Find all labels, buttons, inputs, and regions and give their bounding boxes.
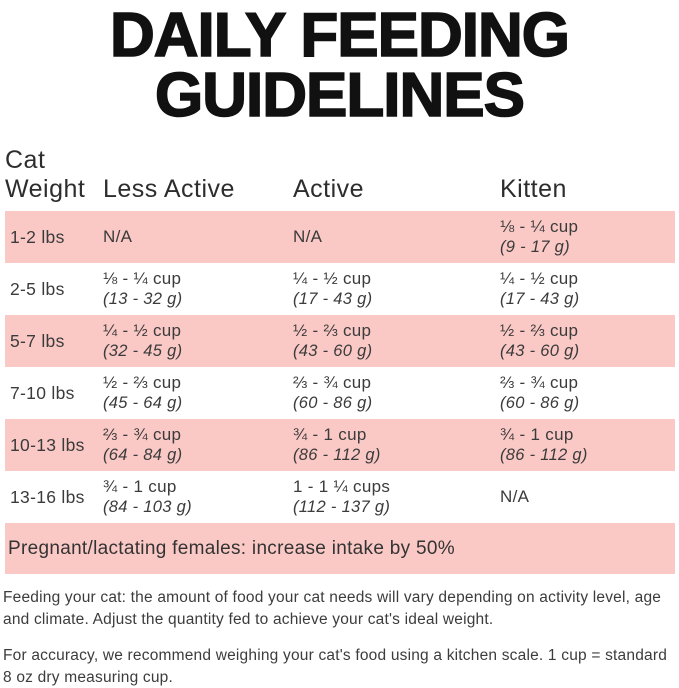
- less-active-cell: ⅔ - ¾ cup (64 - 84 g): [103, 424, 293, 467]
- grams-value: (112 - 137 g): [293, 498, 391, 516]
- grams-value: (32 - 45 g): [103, 342, 183, 360]
- less-active-cell: ¼ - ½ cup (32 - 45 g): [103, 320, 293, 363]
- table-row: 2-5 lbs ⅛ - ¼ cup (13 - 32 g) ¼ - ½ cup …: [5, 263, 675, 315]
- grams-value: (60 - 86 g): [500, 394, 580, 412]
- cup-value: ⅛ - ¼ cup: [500, 216, 579, 236]
- kitten-cell: ½ - ⅔ cup (43 - 60 g): [500, 320, 675, 363]
- page-title-line2: GUIDELINES: [154, 61, 526, 130]
- table-header-row: Cat Weight Less Active Active Kitten: [5, 146, 675, 211]
- table-row: 7-10 lbs ½ - ⅔ cup (45 - 64 g) ⅔ - ¾ cup…: [5, 367, 675, 419]
- cup-value: N/A: [103, 227, 133, 247]
- grams-value: (86 - 112 g): [500, 446, 588, 464]
- active-cell: ½ - ⅔ cup (43 - 60 g): [293, 320, 500, 363]
- table-row: 13-16 lbs ¾ - 1 cup (84 - 103 g) 1 - 1 ¼…: [5, 471, 675, 523]
- page-title-line1: DAILY FEEDING: [109, 1, 571, 70]
- active-cell: N/A: [293, 226, 500, 248]
- cup-value: ¾ - 1 cup: [103, 476, 177, 496]
- grams-value: (84 - 103 g): [103, 498, 192, 516]
- cup-value: ⅔ - ¾ cup: [103, 424, 182, 444]
- cup-value: 1 - 1 ¼ cups: [293, 476, 391, 496]
- grams-value: (13 - 32 g): [103, 290, 183, 308]
- cup-value: ⅔ - ¾ cup: [500, 372, 579, 392]
- feeding-guidelines-table: Cat Weight Less Active Active Kitten 1-2…: [5, 146, 675, 574]
- cup-value: ½ - ⅔ cup: [293, 320, 372, 340]
- table-row: 1-2 lbs N/A N/A ⅛ - ¼ cup (9 - 17 g): [5, 211, 675, 263]
- cup-value: ⅛ - ¼ cup: [103, 268, 182, 288]
- less-active-cell: ¾ - 1 cup (84 - 103 g): [103, 476, 293, 519]
- header-active: Active: [293, 175, 365, 203]
- weight-label: 10-13 lbs: [10, 434, 85, 455]
- header-cat-weight: Cat Weight: [5, 146, 86, 203]
- cup-value: ½ - ⅔ cup: [103, 372, 182, 392]
- kitten-cell: N/A: [500, 486, 675, 508]
- cup-value: ¼ - ½ cup: [500, 268, 579, 288]
- cup-value: ½ - ⅔ cup: [500, 320, 579, 340]
- cup-value: N/A: [500, 487, 530, 507]
- weight-label: 7-10 lbs: [10, 382, 75, 403]
- cup-value: ¾ - 1 cup: [500, 424, 574, 444]
- grams-value: (45 - 64 g): [103, 394, 183, 412]
- kitten-cell: ¼ - ½ cup (17 - 43 g): [500, 268, 675, 311]
- kitten-cell: ¾ - 1 cup (86 - 112 g): [500, 424, 675, 467]
- header-kitten: Kitten: [500, 175, 567, 203]
- grams-value: (17 - 43 g): [293, 290, 373, 308]
- grams-value: (86 - 112 g): [293, 446, 381, 464]
- header-less-active: Less Active: [103, 175, 235, 203]
- grams-value: (64 - 84 g): [103, 446, 183, 464]
- grams-value: (17 - 43 g): [500, 290, 580, 308]
- page-title: DAILY FEEDING GUIDELINES: [0, 0, 679, 130]
- less-active-cell: N/A: [103, 226, 293, 248]
- grams-value: (60 - 86 g): [293, 394, 373, 412]
- less-active-cell: ⅛ - ¼ cup (13 - 32 g): [103, 268, 293, 311]
- active-cell: 1 - 1 ¼ cups (112 - 137 g): [293, 476, 500, 519]
- footnotes: Feeding your cat: the amount of food you…: [0, 587, 679, 688]
- footnote-feeding: Feeding your cat: the amount of food you…: [3, 589, 662, 628]
- table-row: 5-7 lbs ¼ - ½ cup (32 - 45 g) ½ - ⅔ cup …: [5, 315, 675, 367]
- weight-label: 5-7 lbs: [10, 330, 65, 351]
- grams-value: (43 - 60 g): [293, 342, 373, 360]
- kitten-cell: ⅔ - ¾ cup (60 - 86 g): [500, 372, 675, 415]
- cup-value: ¾ - 1 cup: [293, 424, 367, 444]
- less-active-cell: ½ - ⅔ cup (45 - 64 g): [103, 372, 293, 415]
- cup-value: ¼ - ½ cup: [103, 320, 182, 340]
- active-cell: ¼ - ½ cup (17 - 43 g): [293, 268, 500, 311]
- weight-label: 13-16 lbs: [10, 486, 85, 507]
- active-cell: ⅔ - ¾ cup (60 - 86 g): [293, 372, 500, 415]
- cup-value: N/A: [293, 227, 323, 247]
- weight-label: 2-5 lbs: [10, 278, 65, 299]
- grams-value: (9 - 17 g): [500, 238, 570, 256]
- cup-value: ¼ - ½ cup: [293, 268, 372, 288]
- pregnant-lactating-banner: Pregnant/lactating females: increase int…: [5, 523, 675, 574]
- active-cell: ¾ - 1 cup (86 - 112 g): [293, 424, 500, 467]
- grams-value: (43 - 60 g): [500, 342, 580, 360]
- weight-label: 1-2 lbs: [10, 226, 65, 247]
- table-row: 10-13 lbs ⅔ - ¾ cup (64 - 84 g) ¾ - 1 cu…: [5, 419, 675, 471]
- cup-value: ⅔ - ¾ cup: [293, 372, 372, 392]
- kitten-cell: ⅛ - ¼ cup (9 - 17 g): [500, 216, 675, 259]
